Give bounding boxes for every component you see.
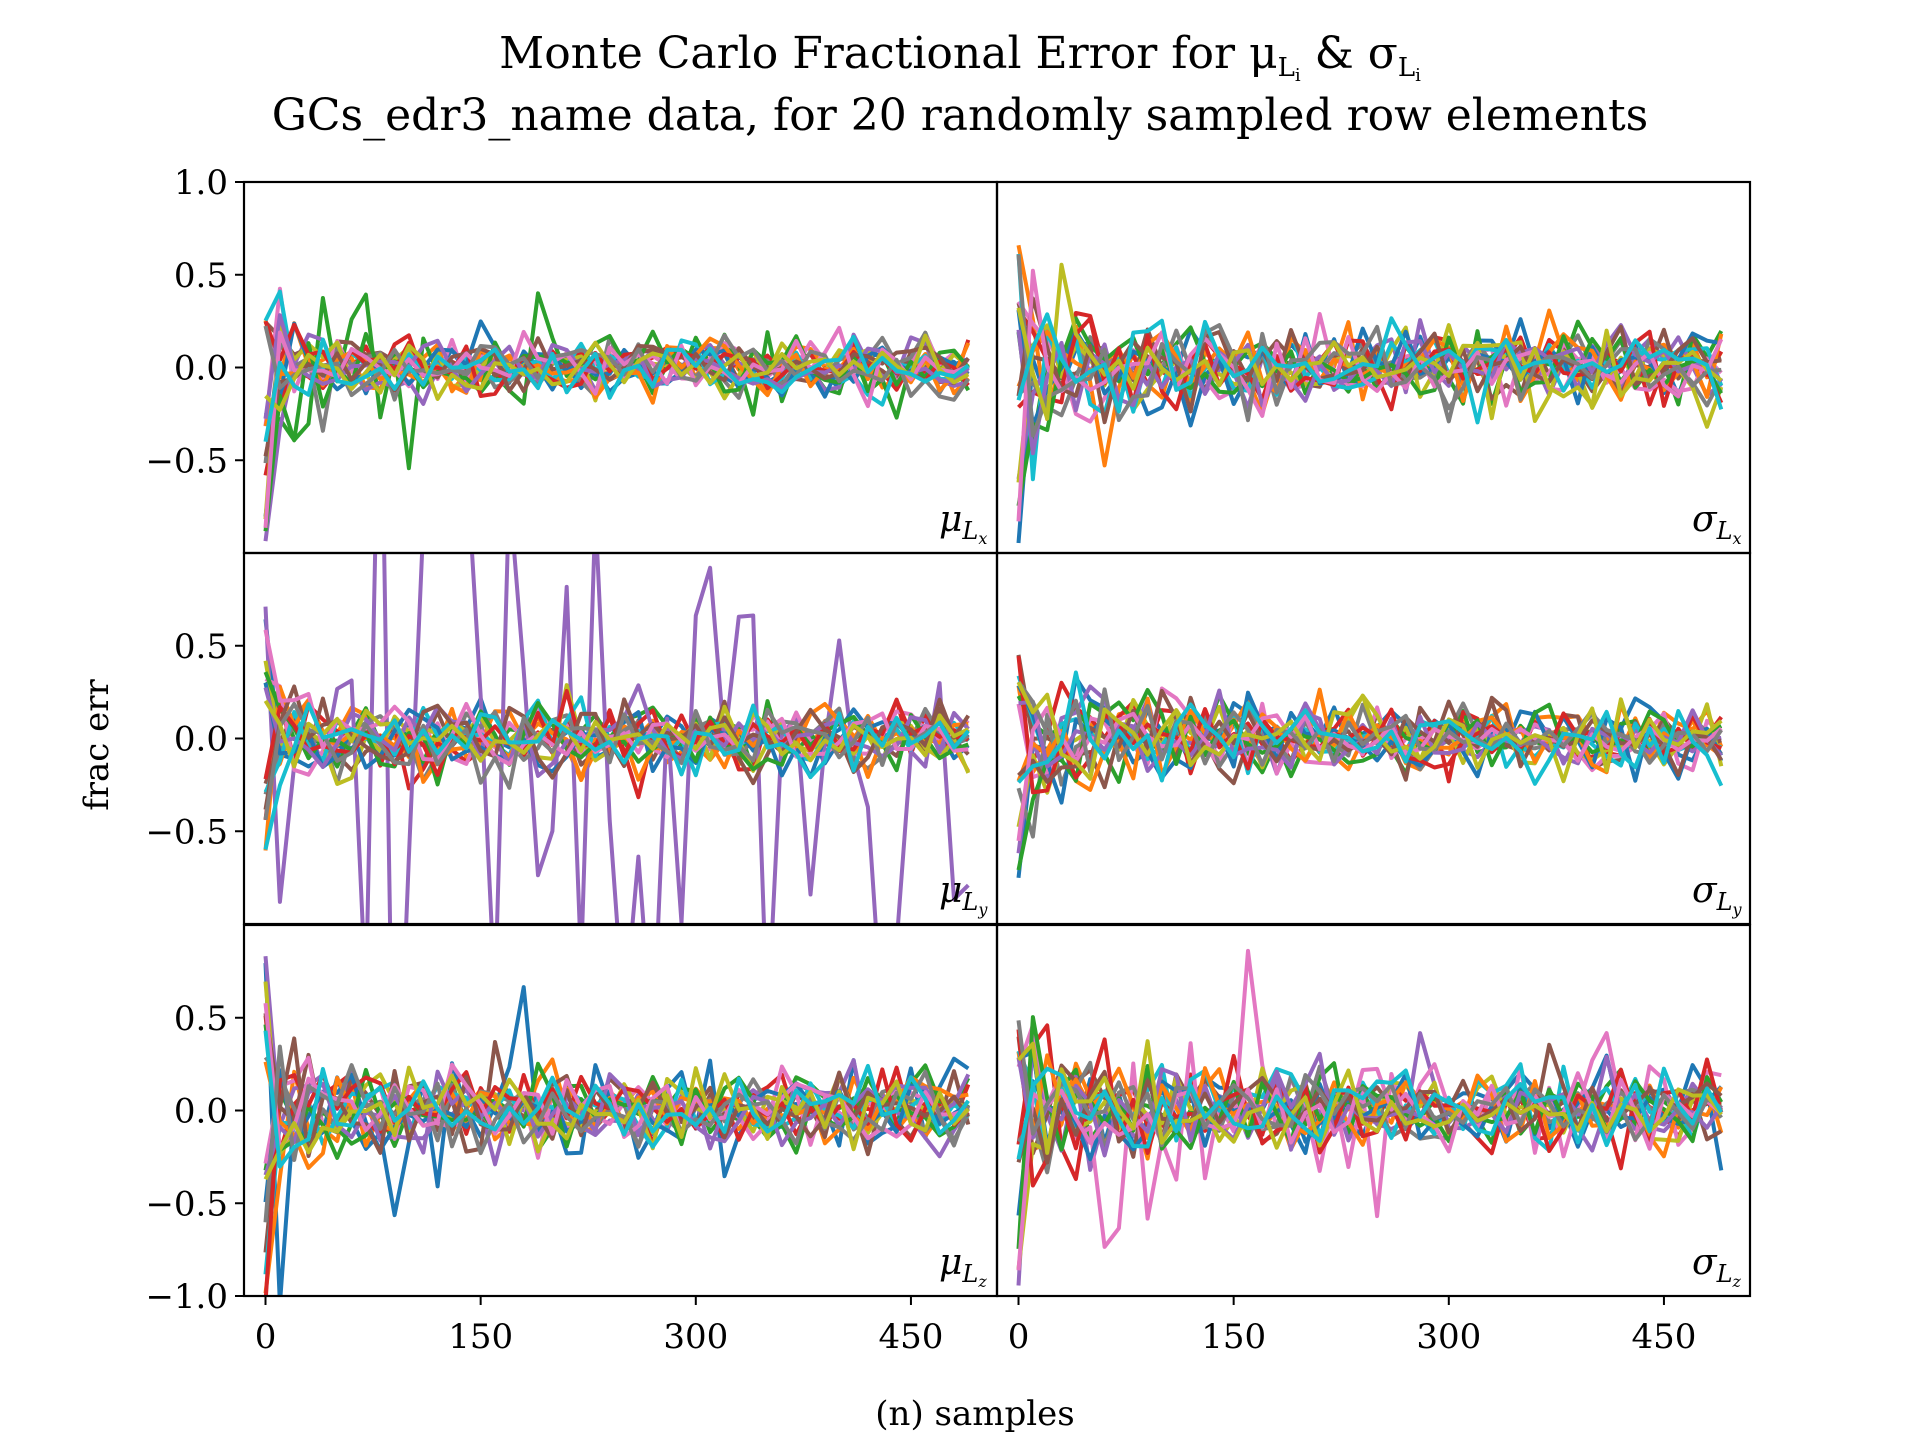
y-tick-label: 0.5 xyxy=(174,256,228,296)
series-line-8 xyxy=(1016,1060,1723,1175)
series-line-18 xyxy=(1016,254,1722,438)
x-tick-label: 450 xyxy=(1631,1317,1696,1357)
series-line-19 xyxy=(264,333,970,412)
x-tick-label: 300 xyxy=(1416,1317,1481,1357)
panel-label: σLx xyxy=(1692,499,1742,548)
y-tick-label: −1.0 xyxy=(145,1277,228,1317)
series-lines xyxy=(263,956,971,1296)
x-tick-label: 300 xyxy=(663,1317,728,1357)
panel-frame xyxy=(995,923,1752,1298)
panel-label: σLy xyxy=(1692,870,1743,919)
x-tick-label: 0 xyxy=(255,1317,277,1357)
series-line-20 xyxy=(263,1030,970,1169)
title-line-1: Monte Carlo Fractional Error for μLi & σ… xyxy=(499,28,1421,86)
y-tick-label: 0.5 xyxy=(174,627,228,667)
series-line-17 xyxy=(1016,268,1724,522)
y-axis-label: frac err xyxy=(77,678,117,810)
series-line-20 xyxy=(263,334,970,443)
y-tick-label: 0.0 xyxy=(174,1092,228,1132)
y-tick-label: 1.0 xyxy=(174,163,228,203)
y-tick-label: 0.0 xyxy=(174,349,228,389)
series-line-18 xyxy=(1016,680,1723,774)
series-line-16 xyxy=(1016,296,1722,425)
series-lines xyxy=(1016,654,1724,879)
panel-label: μLz xyxy=(939,1242,987,1291)
panel-mu-lz: 0.5 0.0 −0.5 −1.0 0 150 300 450 μLz xyxy=(145,923,999,1357)
series-lines xyxy=(1016,948,1724,1286)
series-line-20 xyxy=(1017,670,1724,787)
x-tick-label: 0 xyxy=(1008,1317,1030,1357)
series-line-19 xyxy=(1016,262,1723,421)
series-lines xyxy=(1016,244,1724,544)
y-tick-label: −0.5 xyxy=(145,812,228,852)
title-line-2: GCs_edr3_name data, for 20 randomly samp… xyxy=(272,90,1649,141)
series-line-17 xyxy=(1016,705,1723,842)
series-line-20 xyxy=(263,702,970,850)
x-tick-label: 150 xyxy=(448,1317,513,1357)
x-axis-label: (n) samples xyxy=(875,1394,1074,1434)
series-lines xyxy=(263,553,971,924)
series-line-20 xyxy=(1016,312,1724,425)
series-line-19 xyxy=(1016,681,1723,784)
y-tick-label: −0.5 xyxy=(145,1184,228,1224)
series-line-20 xyxy=(1016,1066,1724,1160)
y-tick-label: 0.0 xyxy=(174,720,228,760)
series-line-19 xyxy=(263,699,970,769)
x-tick-label: 150 xyxy=(1201,1317,1266,1357)
panel-sigma-lz: 0 150 300 450 σLz xyxy=(995,923,1752,1357)
panel-sigma-ly: σLy xyxy=(995,551,1752,926)
panel-mu-ly: 0.5 0.0 −0.5 μLy xyxy=(145,551,999,926)
series-line-19 xyxy=(1017,1039,1723,1155)
series-lines xyxy=(263,286,971,542)
y-tick-label: −0.5 xyxy=(145,441,228,481)
panel-label: μLx xyxy=(939,499,987,548)
panel-mu-lx: 1.0 0.5 0.0 −0.5 μLx xyxy=(145,163,999,555)
panel-sigma-lx: σLx xyxy=(995,180,1752,555)
x-tick-label: 450 xyxy=(878,1317,943,1357)
panel-label: σLz xyxy=(1692,1242,1742,1291)
chart-title: Monte Carlo Fractional Error for μLi & σ… xyxy=(272,28,1649,141)
panel-label: μLy xyxy=(939,870,988,919)
y-tick-label: 0.5 xyxy=(174,999,228,1039)
